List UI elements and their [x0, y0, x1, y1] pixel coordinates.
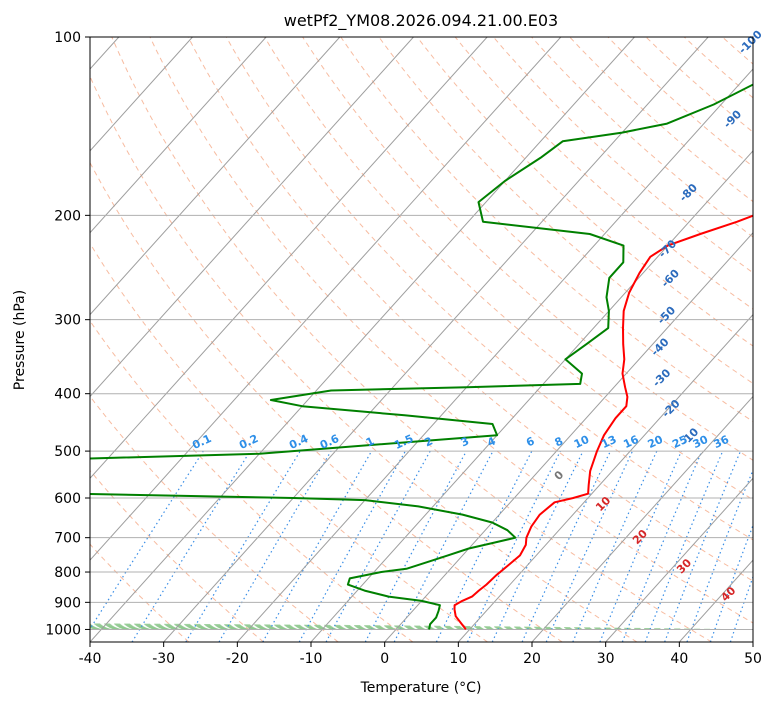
- mixing-ratio-line: [686, 468, 753, 642]
- isotherm: [90, 37, 562, 561]
- isotherm: [90, 37, 267, 234]
- x-tick-label: -20: [226, 651, 249, 667]
- isotherm: [163, 37, 709, 642]
- x-axis-label: Temperature (°C): [360, 680, 482, 696]
- moist-adiabat: [90, 625, 544, 630]
- mixing-ratio-line: [664, 450, 742, 642]
- y-tick-label: 700: [54, 531, 81, 547]
- axis-ticks: -40 -30 -20 -10 0 10 20 30 40 50 1000 900 800 700 600 5…: [45, 30, 762, 667]
- dry-adiabat: [90, 395, 339, 642]
- dry-adiabat: [90, 242, 488, 642]
- mixing-ratio-label: 30: [691, 433, 711, 451]
- mixing-ratio-label: 20: [646, 433, 666, 451]
- series-layer: [90, 83, 753, 631]
- y-tick-label: 200: [54, 208, 81, 224]
- x-tick-label: 0: [380, 651, 389, 667]
- dry-adiabat: [302, 37, 753, 461]
- dewpoint-profile: [90, 83, 753, 630]
- mixing-ratio-line: [131, 450, 251, 642]
- mixing-ratio-label: 25: [670, 433, 689, 451]
- isotherm: [90, 37, 635, 642]
- mixing-ratio-line: [364, 450, 467, 642]
- x-tick-label: 20: [523, 651, 541, 667]
- grid-layer: [90, 37, 775, 642]
- dry-adiabat: [416, 37, 753, 347]
- mixing-ratio-label: 10: [572, 433, 592, 451]
- temperature-profile: [453, 214, 753, 631]
- isotherm: [90, 37, 341, 316]
- moist-adiabat: [90, 626, 455, 630]
- x-tick-label: 10: [449, 651, 467, 667]
- isotherm: [531, 395, 753, 642]
- mixing-ratio-label: 13: [599, 433, 618, 451]
- moist-adiabat: [90, 623, 721, 630]
- dry-adiabat: [187, 37, 753, 582]
- mixing-ratio-line: [325, 450, 431, 642]
- x-tick-label: 30: [597, 651, 615, 667]
- y-axis-label: Pressure (hPa): [12, 290, 28, 390]
- mixing-ratio-line: [185, 450, 301, 642]
- y-tick-label: 600: [54, 491, 81, 507]
- dry-adiabat: [149, 37, 753, 624]
- dry-adiabat: [90, 75, 638, 642]
- mixing-ratio-line: [466, 450, 561, 642]
- x-tick-label: -40: [79, 651, 102, 667]
- mixing-ratio-line: [90, 450, 204, 631]
- isotherm: [236, 68, 753, 642]
- x-tick-label: -10: [300, 651, 323, 667]
- x-tick-label: 40: [670, 651, 688, 667]
- isotherm: [310, 150, 753, 642]
- chart-title: wetPf2_YM08.2026.094.21.00.E03: [284, 11, 558, 31]
- mixing-ratio-label: 16: [621, 433, 641, 451]
- y-tick-label: 1000: [45, 622, 81, 638]
- dry-adiabat: [264, 37, 753, 501]
- mixing-ratio-line: [218, 450, 332, 642]
- y-tick-label: 500: [54, 444, 81, 460]
- mixing-ratio-line: [521, 450, 611, 642]
- isotherm: [752, 641, 753, 642]
- plot-background: [90, 37, 753, 642]
- isotherm: [457, 313, 753, 642]
- plot-frame: [89, 36, 754, 643]
- dry-adiabat: [90, 161, 563, 642]
- y-tick-label: 300: [54, 313, 81, 329]
- isotherm: [90, 37, 488, 480]
- mixing-ratio-label: 36: [712, 433, 732, 451]
- x-tick-label: 50: [744, 651, 762, 667]
- isotherm: [90, 37, 193, 152]
- y-tick-label: 400: [54, 387, 81, 403]
- moist-adiabat: [90, 627, 308, 630]
- dry-adiabat: [761, 37, 775, 642]
- x-tick-label: -30: [152, 651, 175, 667]
- y-tick-label: 900: [54, 595, 81, 611]
- dry-adiabat: [90, 469, 264, 642]
- y-tick-label: 100: [54, 30, 81, 46]
- isotherm: [605, 477, 753, 642]
- isotherm: [90, 37, 414, 398]
- isotherm: [384, 231, 753, 642]
- dry-adiabat: [225, 37, 753, 541]
- dry-adiabat: [111, 37, 712, 642]
- y-tick-label: 800: [54, 565, 81, 581]
